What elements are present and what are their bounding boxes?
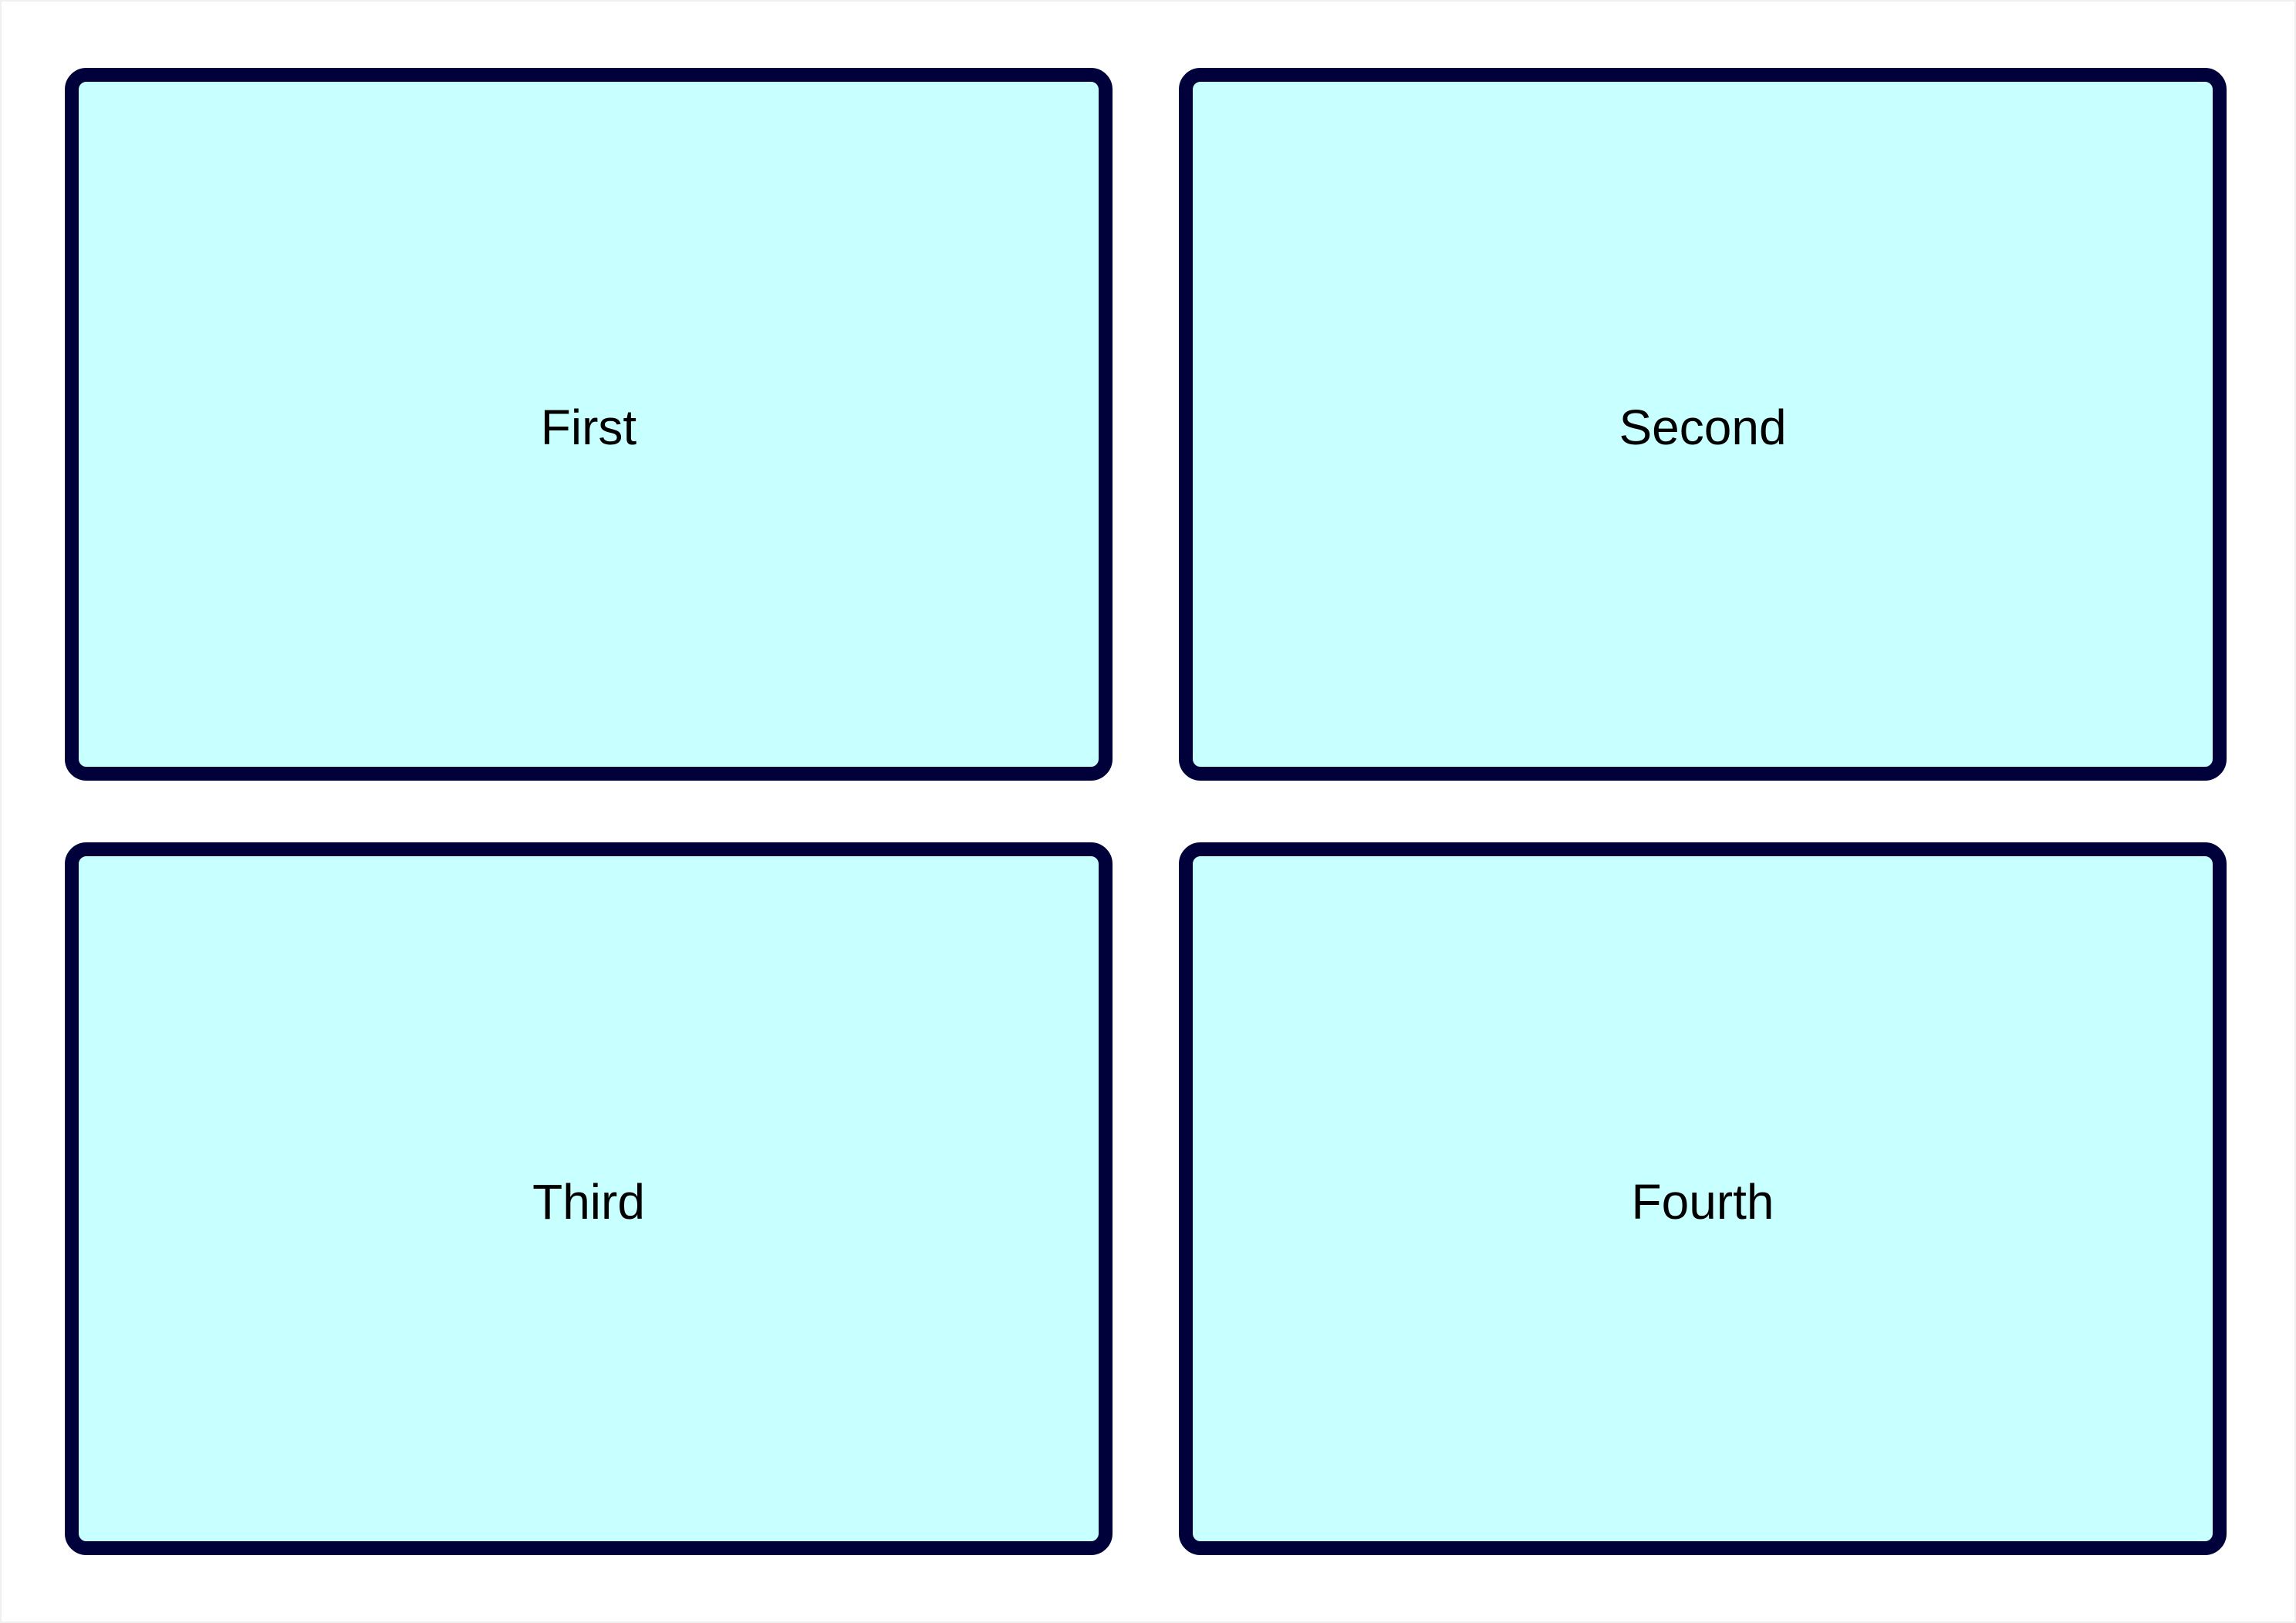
panel-first[interactable]: First (65, 68, 1113, 781)
panel-fourth[interactable]: Fourth (1179, 842, 2227, 1555)
panel-second[interactable]: Second (1179, 68, 2227, 781)
panel-label: Third (532, 1174, 645, 1230)
panel-label: Second (1619, 400, 1787, 455)
panel-grid: First Second Third Fourth (65, 68, 2227, 1555)
panel-label: Fourth (1631, 1174, 1774, 1230)
panel-third[interactable]: Third (65, 842, 1113, 1555)
panel-label: First (540, 400, 637, 455)
